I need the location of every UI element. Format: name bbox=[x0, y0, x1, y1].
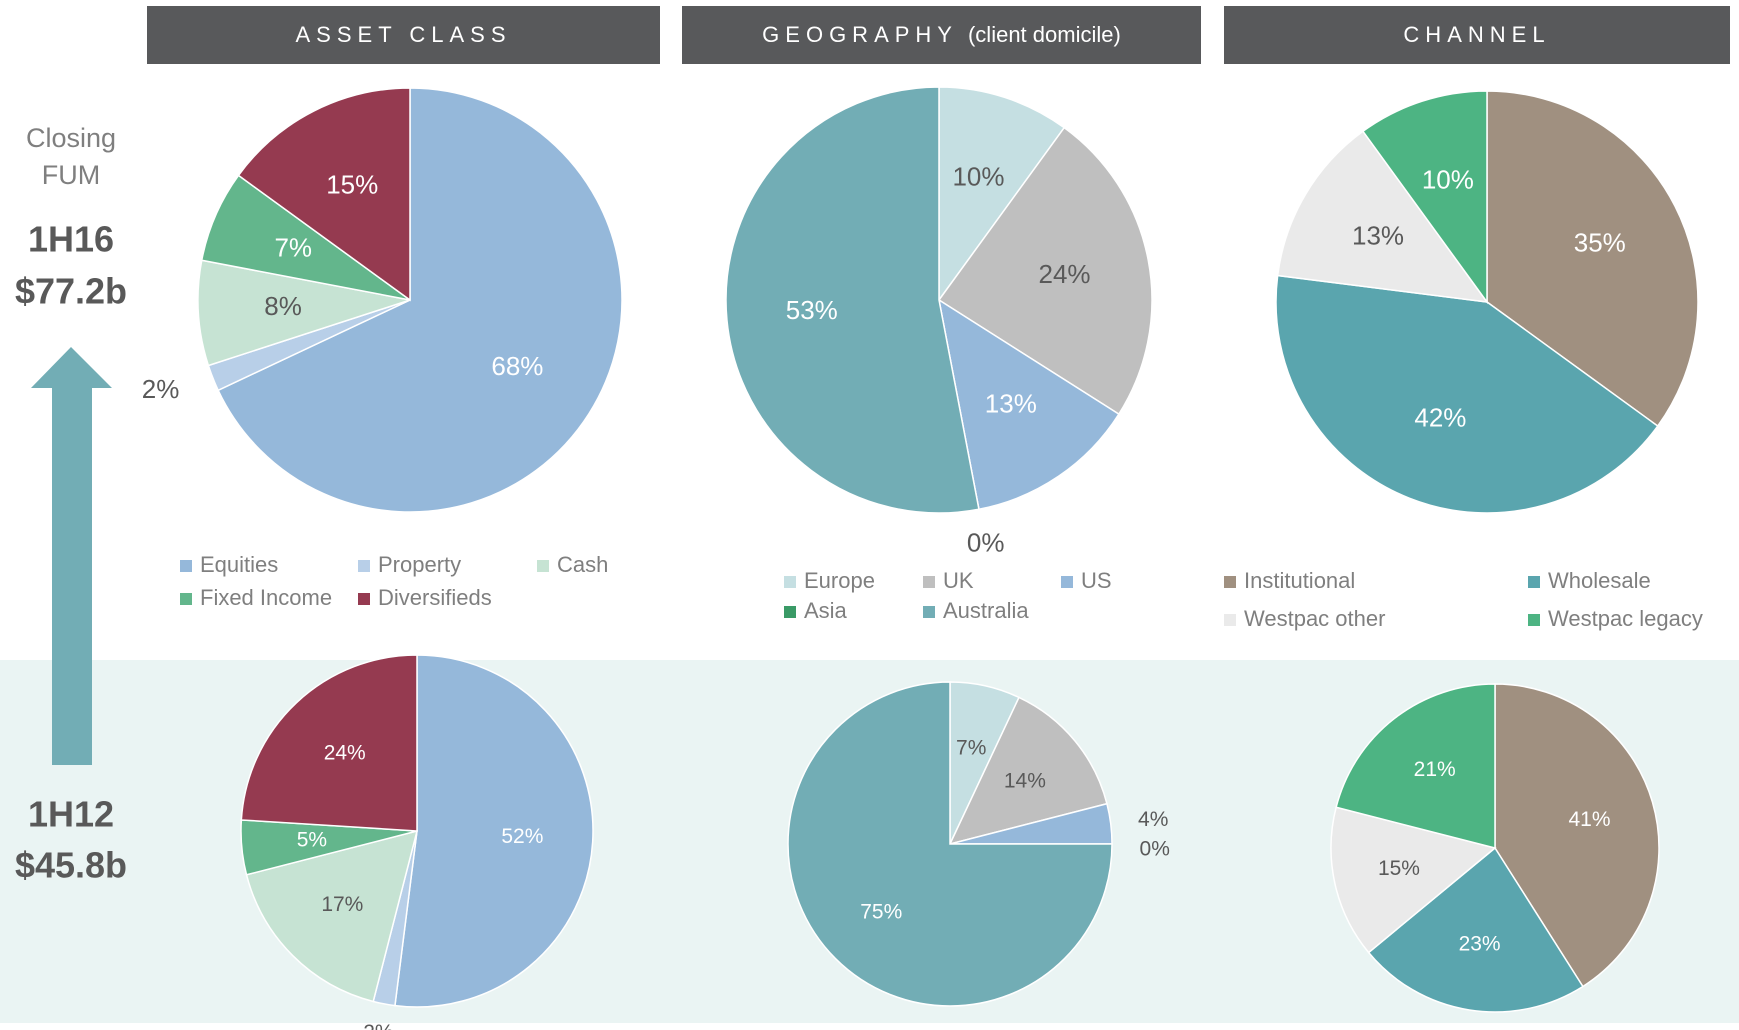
data-label: 35% bbox=[1574, 227, 1626, 257]
data-label: 7% bbox=[956, 737, 986, 760]
data-label: 17% bbox=[321, 893, 363, 916]
header-note: (client domicile) bbox=[967, 22, 1121, 47]
legend-label: Westpac legacy bbox=[1548, 606, 1703, 631]
data-label: 23% bbox=[1459, 933, 1501, 956]
pie-slice bbox=[237, 87, 411, 302]
legend-swatch bbox=[537, 560, 549, 572]
pie-slice bbox=[1361, 90, 1488, 305]
side-label: FUM bbox=[42, 160, 100, 190]
pie-slice bbox=[1494, 683, 1660, 988]
legend-label: Fixed Income bbox=[200, 585, 332, 610]
legend-label: Asia bbox=[804, 598, 848, 623]
legend-label: Property bbox=[378, 552, 461, 577]
data-label: 4% bbox=[1138, 808, 1168, 831]
pie-slice bbox=[217, 87, 623, 513]
legend-label: Institutional bbox=[1244, 568, 1355, 593]
legend-swatch bbox=[784, 576, 796, 588]
legend-swatch bbox=[923, 606, 935, 618]
legend-swatch bbox=[1528, 614, 1540, 626]
legend-swatch bbox=[358, 560, 370, 572]
data-label: 53% bbox=[786, 295, 838, 325]
legend-swatch bbox=[1224, 614, 1236, 626]
pie-slice bbox=[1275, 274, 1659, 514]
data-label: 7% bbox=[274, 232, 312, 262]
legend-label: UK bbox=[943, 568, 974, 593]
data-label: 8% bbox=[264, 291, 302, 321]
pie-slice bbox=[938, 86, 1066, 303]
data-label: 41% bbox=[1568, 808, 1610, 831]
pie-slice bbox=[1335, 683, 1496, 849]
data-label: 2% bbox=[363, 1021, 393, 1030]
pie-slice bbox=[937, 126, 1153, 416]
data-label: 42% bbox=[1414, 403, 1466, 433]
pie-slice bbox=[937, 298, 1120, 511]
data-label: 24% bbox=[324, 742, 366, 765]
pie-slice bbox=[1330, 806, 1497, 954]
data-label: 52% bbox=[501, 825, 543, 848]
pie-slice bbox=[394, 654, 594, 1008]
data-label: 5% bbox=[297, 828, 327, 851]
legend-swatch bbox=[1061, 576, 1073, 588]
legend-label: Wholesale bbox=[1548, 568, 1651, 593]
pie-slice bbox=[787, 681, 1113, 1007]
data-label: 2% bbox=[142, 374, 180, 404]
header: ASSET CLASS bbox=[147, 6, 660, 64]
legend-swatch bbox=[358, 593, 370, 605]
period: 1H16 bbox=[28, 219, 114, 260]
legend-label: US bbox=[1081, 568, 1112, 593]
legend-label: Westpac other bbox=[1244, 606, 1385, 631]
pie-slice bbox=[948, 696, 1108, 846]
header-text: ASSET CLASS bbox=[295, 22, 512, 47]
legend-swatch bbox=[1224, 576, 1236, 588]
data-label: 24% bbox=[1039, 259, 1091, 289]
pie-slice bbox=[245, 829, 419, 1003]
legend-label: Cash bbox=[557, 552, 608, 577]
fum-value: $45.8b bbox=[15, 845, 127, 886]
side-label: Closing bbox=[26, 123, 116, 153]
pie-slice bbox=[1486, 90, 1699, 428]
arrow bbox=[31, 347, 112, 765]
period: 1H12 bbox=[28, 794, 114, 835]
legend-swatch bbox=[923, 576, 935, 588]
data-label: 13% bbox=[985, 389, 1037, 419]
header: GEOGRAPHY (client domicile) bbox=[682, 6, 1201, 64]
header-text: GEOGRAPHY bbox=[762, 22, 958, 47]
data-label: 14% bbox=[1004, 770, 1046, 793]
data-label: 0% bbox=[967, 528, 1005, 558]
data-label: 10% bbox=[1422, 164, 1474, 194]
legend-label: Equities bbox=[200, 552, 278, 577]
legend-swatch bbox=[180, 560, 192, 572]
data-label: 75% bbox=[860, 900, 902, 923]
legend-swatch bbox=[1528, 576, 1540, 588]
legend-label: Diversifieds bbox=[378, 585, 492, 610]
fum-value: $77.2b bbox=[15, 271, 127, 312]
data-label: 0% bbox=[1140, 838, 1170, 861]
data-label: 13% bbox=[1352, 220, 1404, 250]
pie-slice bbox=[1367, 846, 1584, 1013]
data-label: 15% bbox=[326, 170, 378, 200]
legend-swatch bbox=[784, 606, 796, 618]
data-label: 10% bbox=[952, 161, 1004, 191]
data-label: 68% bbox=[491, 351, 543, 381]
header: CHANNEL bbox=[1224, 6, 1730, 64]
legend-label: Europe bbox=[804, 568, 875, 593]
pie-slice bbox=[197, 259, 411, 367]
pie-slice bbox=[725, 86, 980, 514]
legend-swatch bbox=[180, 593, 192, 605]
pie-slice bbox=[1276, 130, 1489, 303]
data-label: 21% bbox=[1414, 758, 1456, 781]
legend-label: Australia bbox=[943, 598, 1029, 623]
pie-slice bbox=[240, 654, 418, 832]
data-label: 15% bbox=[1378, 857, 1420, 880]
header-text: CHANNEL bbox=[1403, 22, 1551, 47]
